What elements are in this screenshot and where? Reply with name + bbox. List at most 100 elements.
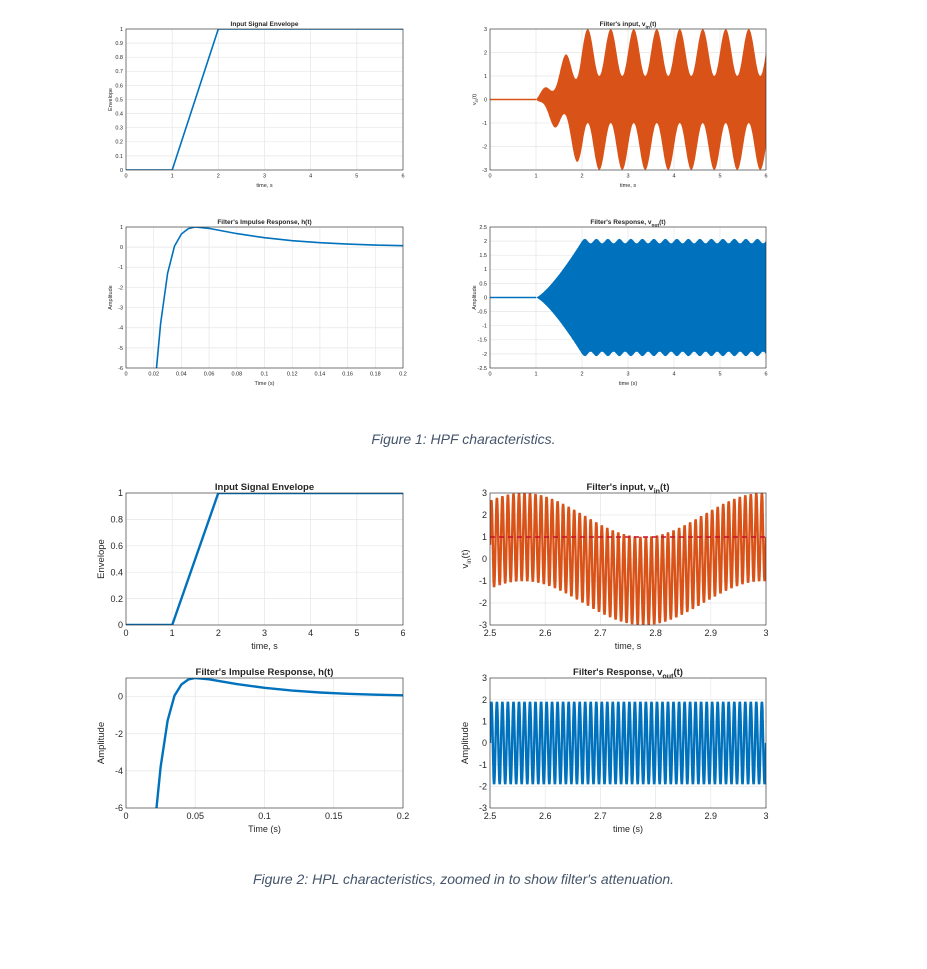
axes-box xyxy=(489,226,767,369)
axes-box xyxy=(489,492,767,626)
y-tick-label: 0 xyxy=(484,97,487,103)
y-tick-label: 0.1 xyxy=(115,154,123,160)
y-axis-label: Amplitude xyxy=(108,285,114,309)
x-tick-label: 0.2 xyxy=(397,811,410,821)
x-tick-label: 0.16 xyxy=(342,372,353,378)
y-tick-label: 2.5 xyxy=(479,225,487,231)
x-tick-label: 6 xyxy=(401,174,404,180)
y-tick-label: -2 xyxy=(479,598,487,608)
figure-1-caption: Figure 1: HPF characteristics. xyxy=(371,431,556,447)
y-tick-label: -2 xyxy=(479,781,487,791)
x-tick-label: 3 xyxy=(263,174,266,180)
x-tick-label: 2.5 xyxy=(484,628,497,638)
y-tick-label: 3 xyxy=(484,27,487,33)
y-tick-label: 3 xyxy=(482,488,487,498)
chart-title: Input Signal Envelope xyxy=(231,21,299,28)
y-tick-label: 0.8 xyxy=(115,55,123,61)
y-tick-label: -1 xyxy=(479,760,487,770)
axes-box xyxy=(489,677,767,809)
y-tick-label: -1 xyxy=(482,121,487,127)
x-tick-label: 0.08 xyxy=(231,372,242,378)
x-axis-label: time, s xyxy=(256,183,272,189)
y-tick-label: 2 xyxy=(482,510,487,520)
x-tick-label: 1 xyxy=(171,174,174,180)
x-tick-label: 0 xyxy=(123,811,128,821)
x-tick-label: 0.06 xyxy=(204,372,215,378)
series-line xyxy=(126,493,403,625)
y-tick-label: 0.5 xyxy=(115,97,123,103)
y-axis-label: vin(t) xyxy=(460,549,473,568)
x-tick-label: 2.8 xyxy=(649,628,662,638)
data-layer xyxy=(490,701,766,785)
x-tick-label: 2 xyxy=(216,628,221,638)
axes-box xyxy=(125,226,404,369)
x-tick-label: 2 xyxy=(580,372,583,378)
y-tick-label: -2 xyxy=(482,352,487,358)
y-tick-label: 0.7 xyxy=(115,69,123,75)
y-tick-label: 1.5 xyxy=(479,253,487,259)
y-tick-label: 2 xyxy=(484,239,487,245)
data-layer xyxy=(490,493,766,625)
y-tick-label: -1.5 xyxy=(478,338,487,344)
x-axis-label: Time (s) xyxy=(255,381,275,387)
y-tick-label: 0 xyxy=(118,620,123,630)
x-tick-label: 6 xyxy=(764,174,767,180)
y-tick-label: 0 xyxy=(482,554,487,564)
chart-title: Filter's Response, vout(t) xyxy=(590,219,665,228)
data-layer xyxy=(126,29,403,170)
x-tick-label: 5 xyxy=(355,174,358,180)
x-tick-label: 5 xyxy=(354,628,359,638)
axes-box xyxy=(125,28,404,171)
y-tick-label: -2 xyxy=(118,285,123,291)
y-tick-label: -2 xyxy=(115,729,123,739)
y-tick-label: 1 xyxy=(484,267,487,273)
x-tick-label: 2.9 xyxy=(705,811,718,821)
x-axis-label: time, s xyxy=(251,641,278,651)
data-layer xyxy=(126,493,403,625)
y-tick-label: 0.3 xyxy=(115,126,123,132)
x-tick-label: 0 xyxy=(123,628,128,638)
chart-panel: 0 1 2 3 4 5 6 -3 -2 -1 0 1 2 3 Filter's input, vin(t) t… xyxy=(472,21,768,189)
data-layer xyxy=(490,238,766,357)
y-tick-label: 0.6 xyxy=(115,83,123,89)
data-layer xyxy=(155,678,403,808)
y-tick-label: -3 xyxy=(479,803,487,813)
y-tick-label: -2.5 xyxy=(478,366,487,372)
y-tick-label: 1 xyxy=(120,27,123,33)
y-tick-label: 0.6 xyxy=(110,541,123,551)
y-tick-label: -3 xyxy=(482,168,487,174)
chart-panel: 2.5 2.6 2.7 2.8 2.9 3 -3 -2 -1 0 1 2 3 Filter's Respo… xyxy=(460,667,769,834)
x-tick-label: 1 xyxy=(534,174,537,180)
y-tick-label: -6 xyxy=(118,366,123,372)
chart-panel: 0 1 2 3 4 5 6 0 0.1 0.2 0.3 0.4 0.5 0.6 0.7 0.8 0.9 1 Inpu… xyxy=(108,21,405,189)
y-tick-label: -4 xyxy=(115,766,123,776)
x-tick-label: 0.04 xyxy=(176,372,187,378)
y-axis-label: Envelope xyxy=(96,539,107,579)
x-tick-label: 2.8 xyxy=(649,811,662,821)
x-tick-label: 6 xyxy=(764,372,767,378)
x-tick-label: 2.7 xyxy=(594,628,607,638)
y-axis-label: vin(t) xyxy=(472,94,479,105)
y-tick-label: -0.5 xyxy=(478,310,487,316)
x-tick-label: 3 xyxy=(262,628,267,638)
y-axis-label: Amplitude xyxy=(472,285,478,309)
y-tick-label: -4 xyxy=(118,326,123,332)
x-tick-label: 2.6 xyxy=(539,811,552,821)
x-tick-label: 1 xyxy=(534,372,537,378)
y-tick-label: -2 xyxy=(482,144,487,150)
axes-box xyxy=(125,492,404,626)
chart-panel: 0 0.05 0.1 0.15 0.2 -6 -4 -2 0 Filter's Impulse R… xyxy=(96,667,409,834)
y-tick-label: 1 xyxy=(120,225,123,231)
x-tick-label: 2.9 xyxy=(705,628,718,638)
chart-title: Filter's Impulse Response, h(t) xyxy=(217,219,311,226)
y-tick-label: 3 xyxy=(482,673,487,683)
y-tick-label: 1 xyxy=(482,716,487,726)
series-line xyxy=(126,29,403,170)
x-tick-label: 0.18 xyxy=(370,372,381,378)
y-tick-label: -1 xyxy=(118,265,123,271)
y-tick-label: 1 xyxy=(482,532,487,542)
x-axis-label: time (s) xyxy=(619,381,638,387)
signal-fill xyxy=(536,29,766,170)
y-tick-label: -1 xyxy=(482,324,487,330)
x-tick-label: 2 xyxy=(580,174,583,180)
